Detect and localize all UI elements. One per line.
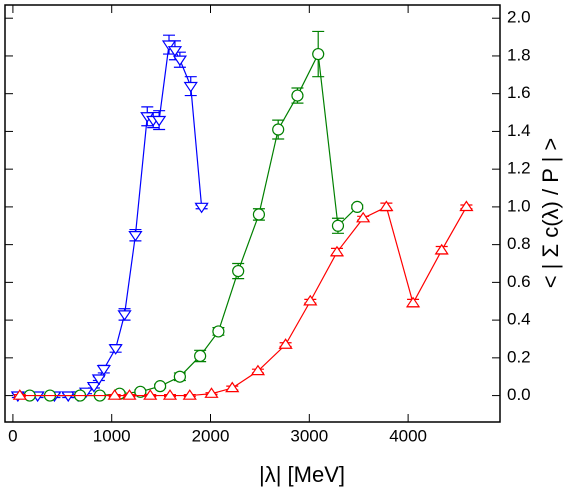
marker: [356, 211, 371, 223]
marker: [117, 310, 132, 321]
marker: [122, 389, 137, 400]
x-tick-label: 4000: [389, 426, 427, 445]
y-tick-label: 0.4: [507, 310, 531, 329]
y-tick-label: 1.0: [507, 196, 531, 215]
marker: [212, 325, 225, 338]
marker: [162, 389, 178, 400]
y-tick-label: 0.8: [507, 234, 531, 253]
marker: [86, 381, 102, 393]
marker: [61, 391, 76, 403]
y-tick-label: 2.0: [507, 8, 531, 27]
y-tick-label: 0.2: [507, 347, 531, 366]
marker: [154, 380, 167, 393]
marker: [173, 370, 186, 383]
marker: [182, 389, 197, 400]
y-tick-label: 0.6: [507, 272, 531, 291]
y-tick-label: 0.0: [507, 385, 531, 404]
marker: [12, 389, 27, 400]
marker: [272, 123, 285, 136]
marker: [459, 200, 474, 212]
x-tick-label: 3000: [290, 426, 328, 445]
plot-frame: [4, 4, 501, 423]
series-line: [19, 206, 467, 397]
marker: [331, 219, 345, 232]
x-axis-label: |λ| [MeV]: [259, 462, 345, 487]
marker: [204, 387, 219, 398]
series-line: [29, 51, 358, 397]
marker: [172, 55, 188, 67]
marker: [291, 89, 304, 102]
series-line: [17, 43, 203, 397]
marker: [312, 47, 325, 61]
marker: [252, 208, 266, 221]
marker: [134, 385, 147, 398]
marker: [379, 200, 394, 212]
y-tick-label: 1.4: [507, 121, 531, 140]
x-tick-label: 2000: [192, 426, 230, 445]
marker: [250, 364, 266, 376]
y-tick-label: 1.8: [507, 45, 531, 64]
marker: [128, 230, 143, 242]
marker: [108, 344, 123, 355]
marker: [434, 243, 449, 255]
marker: [167, 46, 183, 57]
marker: [143, 389, 158, 400]
marker: [303, 294, 318, 306]
marker: [329, 245, 345, 257]
marker: [161, 40, 177, 52]
marker: [96, 364, 111, 376]
marker: [232, 264, 245, 278]
y-tick-label: 1.2: [507, 159, 531, 178]
marker: [107, 389, 122, 400]
marker: [194, 202, 209, 214]
marker: [225, 381, 240, 393]
x-tick-label: 0: [8, 426, 17, 445]
marker: [152, 115, 167, 127]
y-tick-label: 1.6: [507, 83, 531, 102]
x-tick-label: 1000: [93, 426, 131, 445]
marker: [91, 374, 106, 386]
marker: [278, 338, 293, 349]
marker: [351, 200, 364, 213]
marker: [183, 81, 198, 93]
marker: [405, 296, 421, 308]
y-axis-label: < | Σ c(λ) / P | >: [538, 138, 563, 289]
marker: [194, 349, 207, 363]
